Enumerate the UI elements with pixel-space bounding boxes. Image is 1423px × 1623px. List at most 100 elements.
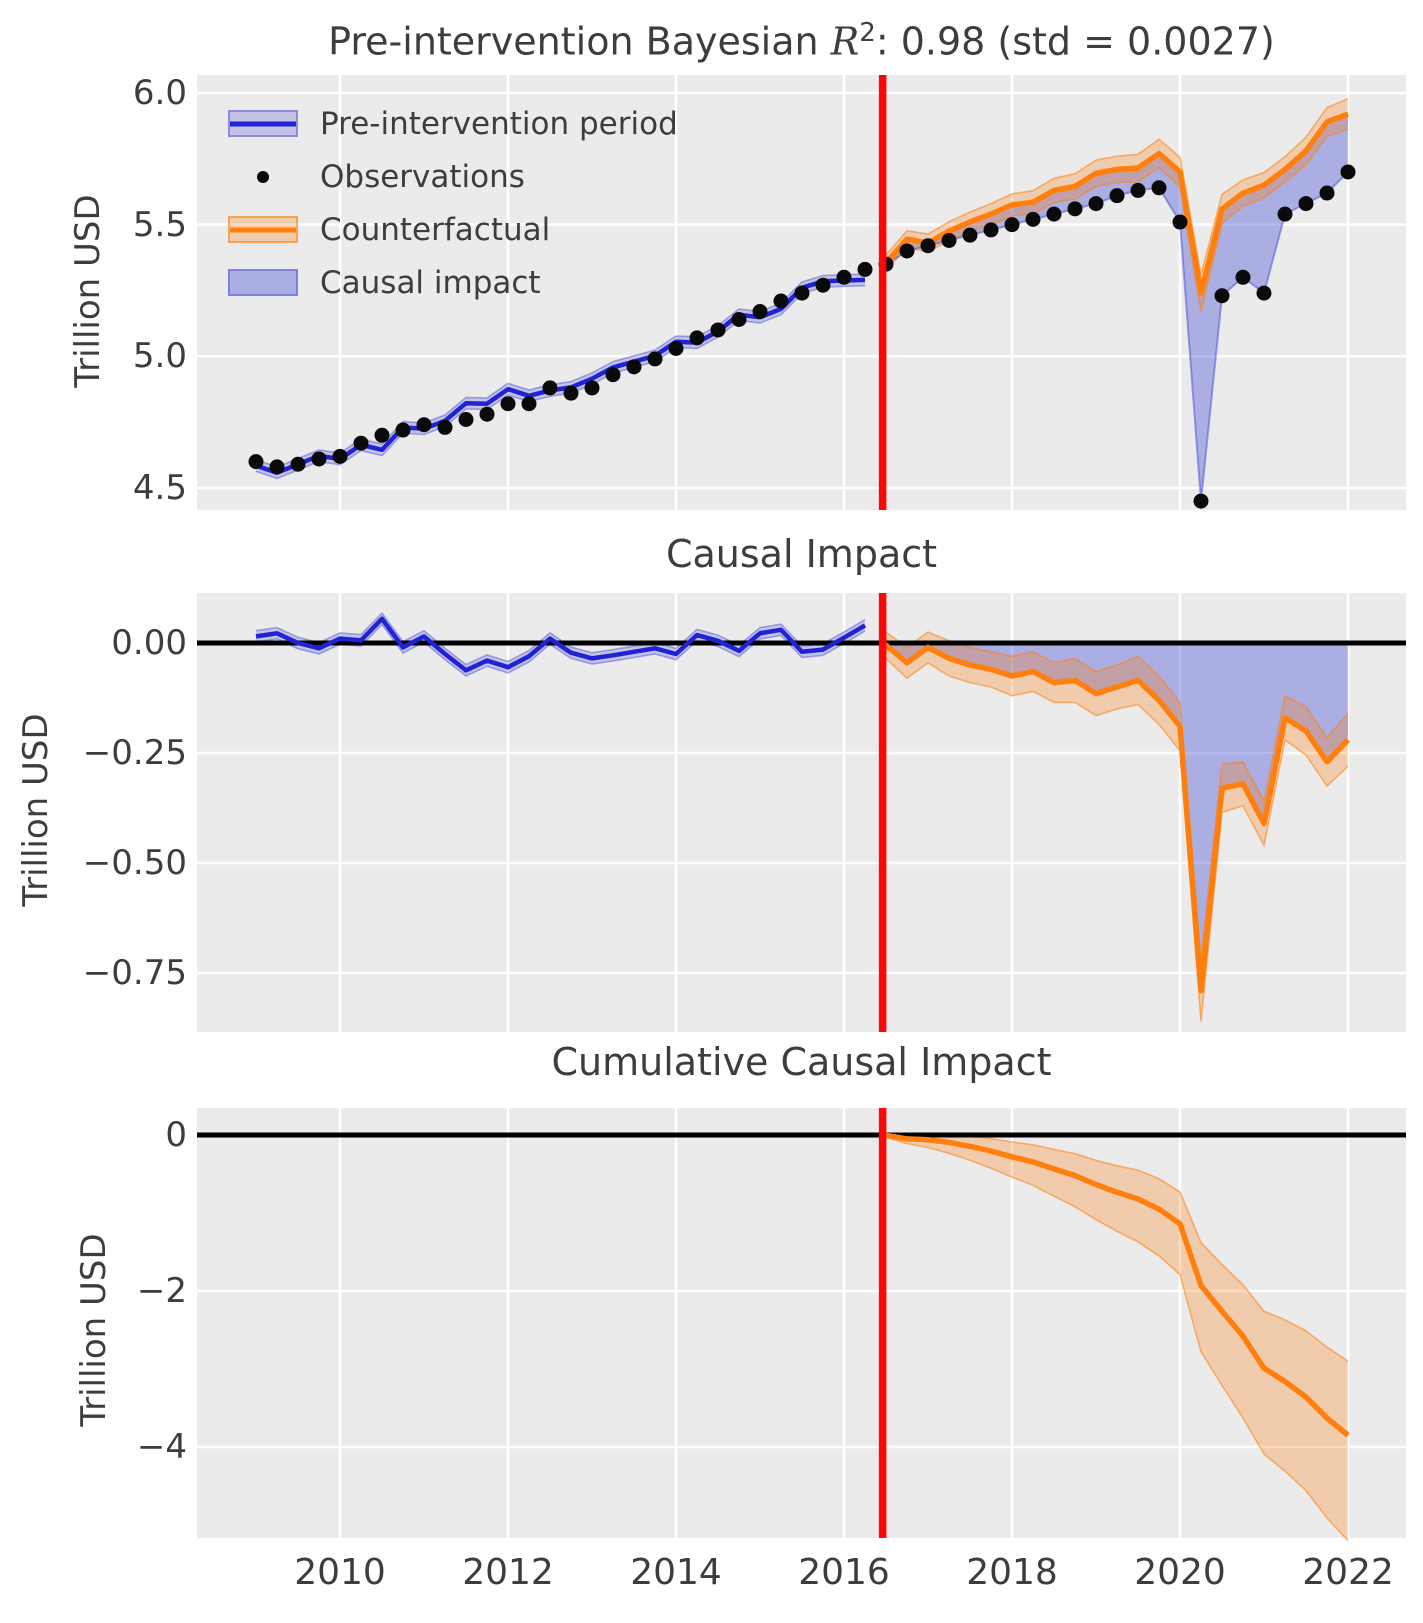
observation-dot (1277, 206, 1293, 222)
xtick-2018: 2018 (966, 1552, 1058, 1593)
observation-dot (1067, 201, 1083, 217)
black-dot-icon (228, 170, 298, 183)
legend-label: Pre-intervention period (320, 105, 678, 142)
panel-1 (197, 75, 1406, 510)
observation-dot (647, 351, 663, 367)
observation-dot (269, 459, 285, 475)
causal-impact-fill (881, 114, 1348, 502)
xtick-2010: 2010 (294, 1552, 386, 1593)
xtick-2014: 2014 (630, 1552, 722, 1593)
observation-dot (1298, 196, 1314, 212)
observation-dot (290, 456, 306, 472)
panel1-ytick-4.5: 4.5 (132, 467, 187, 508)
observation-dot (1151, 180, 1167, 196)
blue-patch-icon (228, 269, 298, 296)
observation-dot (1319, 185, 1335, 201)
causal-impact-fill (881, 643, 1348, 991)
observation-dot (752, 304, 768, 320)
xtick-2022: 2022 (1302, 1552, 1394, 1593)
observation-dot (836, 269, 852, 285)
panel1-series (248, 75, 1356, 510)
observation-dot (1130, 182, 1146, 198)
observation-dot (1193, 493, 1209, 509)
orange-band-line-icon (228, 216, 298, 243)
counterfactual-band-edge (881, 98, 1349, 275)
observation-dot (710, 322, 726, 338)
observation-dot (731, 311, 747, 327)
observation-dot (584, 380, 600, 396)
observation-dot (899, 243, 915, 259)
panel1-title-exponent: 2 (859, 18, 876, 48)
panel3-ytick-−4: −4 (136, 1427, 187, 1467)
xtick-2016: 2016 (798, 1552, 890, 1593)
observation-dot (920, 238, 936, 254)
panel2-ytick-−0.50: −0.50 (82, 843, 187, 883)
observation-dot (332, 448, 348, 464)
panel3-ytick-−2: −2 (136, 1271, 187, 1311)
counterfactual-line (881, 111, 1349, 296)
observation-dot (794, 285, 810, 301)
legend-item-observations: Observations (228, 150, 678, 203)
panel-background (197, 1108, 1406, 1538)
observation-dot (437, 419, 453, 435)
panel3-ytick-0: 0 (165, 1115, 187, 1155)
pre-impact-band-edge (255, 611, 866, 666)
observation-dot (395, 422, 411, 438)
observation-dot (668, 340, 684, 356)
observation-dot (479, 406, 495, 422)
legend-label: Observations (320, 158, 525, 195)
observation-dot (542, 380, 558, 396)
cumulative-band-edge (880, 1135, 1349, 1542)
observation-dot (1025, 211, 1041, 227)
observation-dot (1256, 285, 1272, 301)
pre-impact-band-edge (255, 623, 866, 677)
observation-dot (962, 227, 978, 243)
observation-dot (374, 427, 390, 443)
panel2-ytick-−0.75: −0.75 (82, 953, 187, 993)
observation-dot (815, 277, 831, 293)
observation-dot (1046, 206, 1062, 222)
observation-dot (1088, 196, 1104, 212)
panel3-series (197, 1108, 1406, 1542)
panel2-ytick-−0.25: −0.25 (82, 733, 187, 773)
observation-dot (983, 222, 999, 238)
observation-dot (857, 261, 873, 277)
cumulative-band (881, 1133, 1348, 1541)
post-impact-line (880, 641, 1350, 994)
observation-dot (1172, 214, 1188, 230)
legend-label: Causal impact (320, 264, 541, 301)
observation-dot (353, 435, 369, 451)
observation-dot (416, 417, 432, 433)
blue-band-line-icon (228, 110, 298, 137)
panel2-series (197, 593, 1406, 1032)
legend: Pre-intervention period Observations Cou… (228, 97, 678, 309)
panel1-title-rvar: R (830, 19, 860, 64)
pre-fit-band-edge (255, 284, 866, 480)
observation-dot (689, 330, 705, 346)
cumulative-impact-line (880, 1132, 1350, 1438)
xtick-2012: 2012 (462, 1552, 554, 1593)
observation-dot (1340, 164, 1356, 180)
observation-dot (1214, 288, 1230, 304)
observation-dot (1004, 217, 1020, 233)
panel3-title: Cumulative Causal Impact (551, 1040, 1052, 1084)
xtick-2020: 2020 (1134, 1552, 1226, 1593)
panel1-title-suffix: : 0.98 (std = 0.0027) (875, 19, 1275, 64)
legend-item-pre-intervention: Pre-intervention period (228, 97, 678, 150)
legend-item-causal-impact: Causal impact (228, 256, 678, 309)
observation-dot (773, 293, 789, 309)
panel2-ytick-0.00: 0.00 (111, 623, 187, 663)
observation-dot (1235, 269, 1251, 285)
panel1-ytick-6.0: 6.0 (132, 73, 187, 113)
panel1-title-prefix: Pre-intervention Bayesian (328, 19, 831, 64)
pre-impact-line (255, 616, 867, 673)
observation-dot (1109, 188, 1125, 204)
panel1-ytick-5.0: 5.0 (132, 336, 187, 377)
impact-band-edge (880, 652, 1349, 1022)
panel1-ytick-5.5: 5.5 (132, 204, 187, 245)
impact-band-edge (880, 631, 1349, 960)
observation-dot (521, 396, 537, 412)
observation-dot (500, 396, 516, 412)
